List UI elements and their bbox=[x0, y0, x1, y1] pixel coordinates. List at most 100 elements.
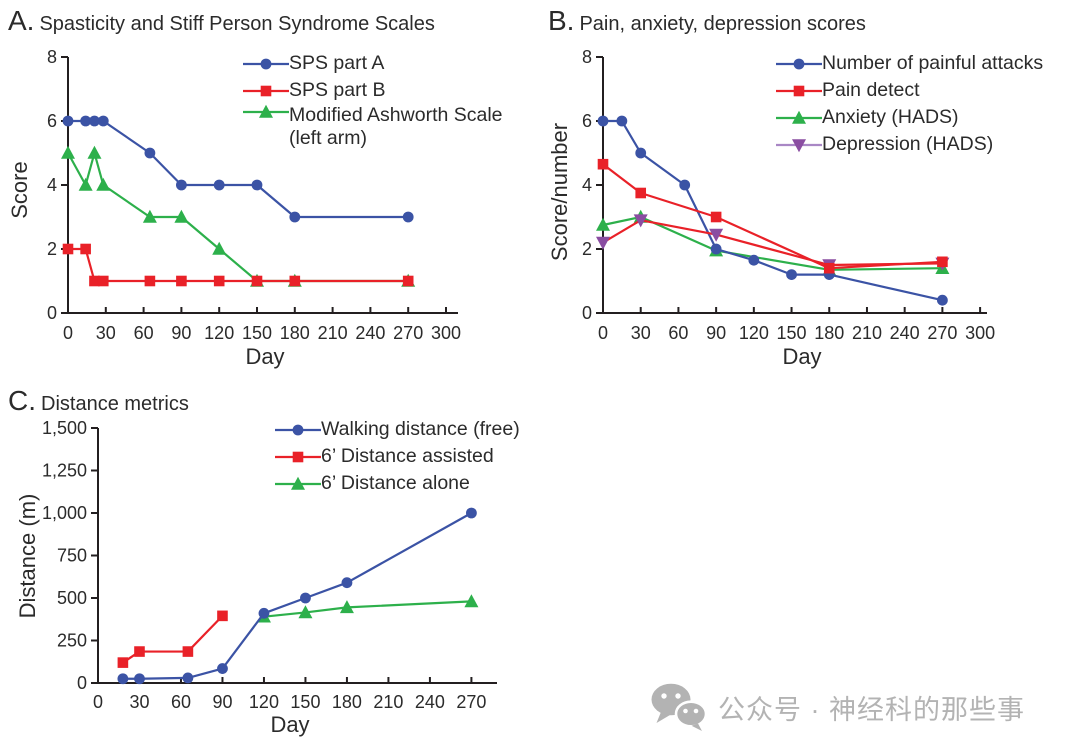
legend-label: Depression (HADS) bbox=[822, 133, 994, 155]
series-line bbox=[122, 615, 224, 664]
x-tick-label: 240 bbox=[415, 692, 445, 712]
legend-item-sps-part-b: SPS part B bbox=[243, 77, 503, 104]
data-point bbox=[289, 275, 301, 287]
legend-label: SPS part B bbox=[289, 79, 386, 101]
panel-c-y-axis-label: Distance (m) bbox=[15, 493, 40, 619]
panel-a-x-axis-label: Day bbox=[245, 344, 285, 369]
y-tick-label: 1,250 bbox=[42, 461, 87, 481]
x-tick-label: 90 bbox=[171, 323, 191, 343]
data-point bbox=[597, 158, 609, 170]
x-tick-label: 30 bbox=[96, 323, 116, 343]
x-tick-label: 90 bbox=[706, 323, 726, 343]
data-point bbox=[341, 577, 353, 589]
chart-b-plot: 0 30 60 90 120 150 180 210 240 270 300 0 2 4 6 8 bbox=[582, 47, 995, 343]
data-point bbox=[709, 228, 724, 242]
panel-c-legend: Walking distance (free) 6’ Distance assis… bbox=[275, 416, 520, 497]
x-tick-label: 210 bbox=[373, 692, 403, 712]
data-point bbox=[635, 147, 647, 159]
x-tick-label: 0 bbox=[63, 323, 73, 343]
legend-item-6min-distance-alone: 6’ Distance alone bbox=[275, 470, 520, 497]
series-6min-distance-assisted bbox=[117, 610, 228, 668]
data-point bbox=[786, 269, 797, 280]
chart-a-plot: 0 30 60 90 120 150 180 210 240 270 300 0 2 4 6 8 bbox=[47, 47, 461, 343]
panel-a-title: A. Spasticity and Stiff Person Syndrome S… bbox=[8, 5, 435, 37]
triangle-up-legend-icon bbox=[776, 110, 822, 124]
square-legend-icon bbox=[275, 451, 321, 462]
x-tick-label: 180 bbox=[332, 692, 362, 712]
data-point bbox=[97, 115, 109, 127]
x-tick-label: 90 bbox=[212, 692, 232, 712]
tick-labels: 0 30 60 90 120 150 180 210 240 270 300 0 2 4 6 8 bbox=[47, 47, 461, 343]
panel-b-title-text: Pain, anxiety, depression scores bbox=[579, 13, 866, 35]
x-tick-label: 240 bbox=[890, 323, 920, 343]
x-tick-label: 30 bbox=[129, 692, 149, 712]
legend-marker bbox=[292, 424, 304, 435]
data-point bbox=[679, 179, 691, 191]
legend-marker bbox=[291, 476, 305, 490]
data-point bbox=[402, 211, 414, 223]
x-tick-label: 270 bbox=[393, 323, 423, 343]
x-tick-label: 30 bbox=[631, 323, 651, 343]
legend-item-anxiety-hads: Anxiety (HADS) bbox=[776, 104, 1043, 131]
panel-c-letter: C. bbox=[8, 385, 36, 416]
data-point bbox=[251, 179, 263, 191]
data-point bbox=[748, 254, 760, 266]
panel-c-title: C. Distance metrics bbox=[8, 385, 189, 417]
legend-label: 6’ Distance assisted bbox=[321, 445, 494, 467]
watermark-text: 公众号 · 神经科的那些事 bbox=[718, 694, 1025, 725]
x-tick-label: 180 bbox=[814, 323, 844, 343]
y-tick-label: 8 bbox=[47, 47, 57, 67]
data-point bbox=[635, 187, 647, 199]
triangle-down-legend-icon bbox=[776, 138, 822, 152]
data-point bbox=[176, 275, 187, 287]
axes bbox=[91, 427, 497, 684]
data-point bbox=[213, 179, 225, 191]
data-point bbox=[61, 145, 75, 159]
wechat-watermark: 公众号 · 神经科的那些事 bbox=[650, 682, 1025, 732]
legend-label: 6’ Distance alone bbox=[321, 472, 470, 494]
data-point bbox=[134, 673, 145, 685]
panel-b-x-axis-label: Day bbox=[782, 344, 822, 369]
data-point bbox=[402, 275, 414, 287]
legend-marker bbox=[260, 58, 272, 69]
y-tick-label: 250 bbox=[57, 631, 87, 651]
data-point bbox=[597, 115, 609, 127]
data-point bbox=[298, 605, 313, 619]
data-point bbox=[62, 115, 74, 127]
x-tick-label: 150 bbox=[242, 323, 272, 343]
legend-label: Modified Ashworth Scale (left arm) bbox=[289, 104, 503, 149]
series-number-of-painful-attacks bbox=[597, 115, 948, 306]
y-tick-label: 1,000 bbox=[42, 503, 87, 523]
tick-labels: 0 30 60 90 120 150 180 210 240 270 0 250 500 750 1,000… bbox=[42, 418, 486, 712]
data-point bbox=[289, 211, 301, 223]
data-point bbox=[176, 179, 187, 191]
data-point bbox=[142, 209, 157, 223]
data-point bbox=[596, 217, 610, 231]
x-tick-label: 120 bbox=[249, 692, 279, 712]
x-tick-label: 0 bbox=[598, 323, 608, 343]
wechat-icon bbox=[651, 683, 708, 731]
data-point bbox=[936, 294, 948, 306]
series-walking-distance-free bbox=[117, 507, 477, 685]
axes bbox=[596, 56, 987, 314]
y-tick-label: 2 bbox=[582, 239, 592, 259]
legend-label: Walking distance (free) bbox=[321, 418, 520, 440]
data-point bbox=[710, 211, 722, 223]
data-point bbox=[464, 594, 479, 608]
x-tick-label: 210 bbox=[318, 323, 348, 343]
square-legend-icon bbox=[243, 85, 289, 96]
data-point bbox=[117, 657, 129, 668]
legend-item-sps-part-a: SPS part A bbox=[243, 50, 503, 77]
data-point bbox=[217, 663, 228, 674]
legend-marker bbox=[793, 58, 805, 69]
data-point bbox=[213, 275, 225, 287]
data-point bbox=[134, 646, 145, 657]
y-tick-label: 4 bbox=[582, 175, 592, 195]
series-line bbox=[602, 163, 943, 270]
panel-b-legend: Number of painful attacks Pain detect Anxi… bbox=[776, 50, 1043, 158]
legend-marker bbox=[292, 451, 304, 462]
x-tick-label: 60 bbox=[134, 323, 154, 343]
panel-b-letter: B. bbox=[548, 5, 575, 36]
data-point bbox=[144, 275, 156, 287]
legend-item-number-of-painful-attacks: Number of painful attacks bbox=[776, 50, 1043, 77]
